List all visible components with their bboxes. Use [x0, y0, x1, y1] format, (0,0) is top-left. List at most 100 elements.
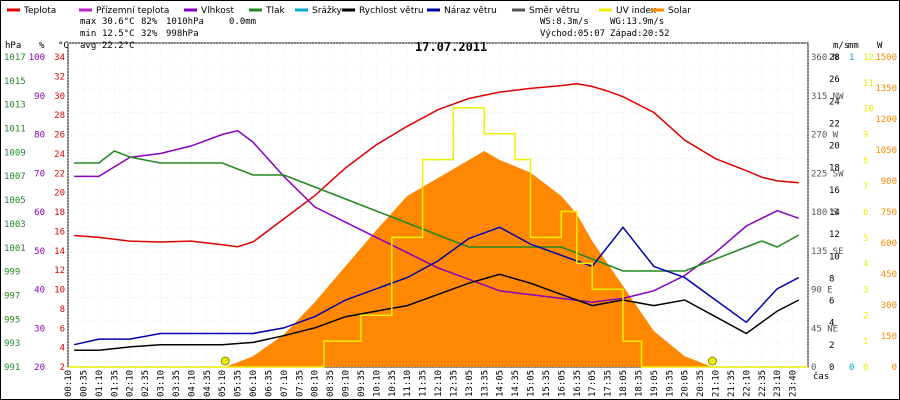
tick-w: 450: [881, 270, 897, 280]
tick-x: 09:10: [342, 370, 352, 397]
tick-degc: 24: [54, 150, 65, 160]
tick-x: 23:40: [789, 370, 799, 397]
tick-x: 18:05: [619, 370, 629, 397]
tick-x: 23:10: [773, 370, 783, 397]
tick-x: 19:05: [650, 370, 660, 397]
axis-unit-pct: %: [39, 41, 45, 51]
axis-unit-ms: m/s: [833, 41, 849, 51]
tick-uv: 0: [863, 363, 868, 373]
tick-x: 16:35: [573, 370, 583, 397]
tick-uv: 9: [863, 131, 868, 141]
tick-x: 05:10: [218, 370, 228, 397]
tick-x: 11:10: [403, 370, 413, 397]
tick-x: 13:35: [480, 370, 490, 397]
tick-x: 14:05: [496, 370, 506, 397]
tick-dir: 90 E: [811, 286, 833, 296]
tick-pct: 60: [34, 208, 45, 218]
tick-pct: 20: [34, 363, 45, 373]
tick-pct: 90: [34, 92, 45, 102]
axis-unit-degc: °C: [58, 41, 69, 51]
tick-ms: 8: [829, 274, 834, 284]
series-solar-area: [225, 151, 713, 367]
tick-w: 1200: [875, 115, 897, 125]
tick-w: 300: [881, 301, 897, 311]
tick-x: 09:35: [357, 370, 367, 397]
tick-x: 13:05: [465, 370, 475, 397]
stats-wind-speed: WS:8.3m/s: [540, 17, 589, 27]
tick-x: 17:05: [588, 370, 598, 397]
tick-pct: 50: [34, 247, 45, 257]
legend-item: Srážky: [295, 6, 343, 16]
tick-x: 20:35: [696, 370, 706, 397]
tick-x: 22:35: [758, 370, 768, 397]
tick-degc: 8: [60, 305, 65, 315]
legend: Teplota Přízemní teplota Vlhkost Tlak Srážky…: [7, 6, 691, 16]
tick-x: 03:35: [172, 370, 182, 397]
tick-x: 02:35: [141, 370, 151, 397]
tick-ms: 4: [829, 319, 834, 329]
tick-degc: 14: [54, 247, 65, 257]
tick-degc: 30: [54, 92, 65, 102]
tick-ms: 12: [829, 230, 840, 240]
tick-x: 01:35: [110, 370, 120, 397]
tick-hpa: 1003: [4, 220, 26, 230]
series-naraz-vetru: [74, 226, 800, 346]
legend-label: Solar: [668, 6, 691, 16]
tick-uv: 4: [863, 260, 868, 270]
legend-label: Srážky: [312, 6, 343, 16]
tick-w: 1350: [875, 84, 897, 94]
tick-pct: 40: [34, 286, 45, 296]
tick-degc: 16: [54, 227, 65, 237]
tick-degc: 20: [54, 189, 65, 199]
tick-hpa: 1013: [4, 101, 26, 111]
legend-item: Teplota: [7, 6, 56, 16]
tick-x: 21:10: [712, 370, 722, 397]
series-rychlost-vetru: [74, 273, 800, 351]
stats-sunset: Západ:20:52: [610, 29, 670, 39]
tick-ms: 6: [829, 297, 834, 307]
tick-dir: 270 W: [811, 131, 839, 141]
tick-degc: 2: [60, 363, 65, 373]
tick-x: 08:10: [311, 370, 321, 397]
tick-degc: 22: [54, 169, 65, 179]
stats-max-press: 1010hPa: [166, 17, 204, 27]
tick-w: 750: [881, 208, 897, 218]
solar-layer: [225, 151, 713, 367]
stats-sunrise: Východ:05:07: [540, 29, 605, 39]
tick-ms: 2: [829, 341, 834, 351]
legend-label: Rychlost větru: [359, 6, 424, 16]
legend-label: Vlhkost: [201, 6, 234, 16]
tick-degc: 10: [54, 286, 65, 296]
tick-hpa: 991: [4, 363, 20, 373]
series-teplota: [74, 82, 799, 248]
tick-hpa: 999: [4, 268, 20, 278]
tick-ms: 20: [829, 142, 840, 152]
tick-x: 06:10: [249, 370, 259, 397]
tick-x: 01:10: [95, 370, 105, 397]
tick-w: 1050: [875, 146, 897, 156]
series-vlhkost: [74, 129, 800, 303]
tick-hpa: 1017: [4, 53, 26, 63]
tick-x: 07:35: [295, 370, 305, 397]
tick-pct: 100: [29, 53, 45, 63]
axis-unit-w: W: [877, 41, 883, 51]
tick-pct: 70: [34, 169, 45, 179]
tick-degc: 6: [60, 324, 65, 334]
tick-uv: 3: [863, 286, 868, 296]
stats-max-hum: 82%: [141, 17, 158, 27]
tick-dir: 0: [811, 363, 816, 373]
tick-ms: 14: [829, 208, 840, 218]
tick-hpa: 1007: [4, 172, 26, 182]
axis-unit-time: čas: [813, 371, 829, 382]
tick-x: 12:35: [449, 370, 459, 397]
tick-hpa: 1015: [4, 77, 26, 87]
legend-label: UV index: [616, 6, 657, 16]
stats-block: max 30.6°C 82% 1010hPa 0.0mm min 12.5°C …: [80, 17, 670, 51]
tick-dir: 180 S: [811, 208, 838, 218]
tick-dir: 315 NW: [811, 92, 844, 102]
tick-w: 1500: [875, 53, 897, 63]
tick-x: 18:35: [634, 370, 644, 397]
legend-item: Solar: [651, 6, 691, 16]
tick-mm: 1: [849, 53, 854, 63]
